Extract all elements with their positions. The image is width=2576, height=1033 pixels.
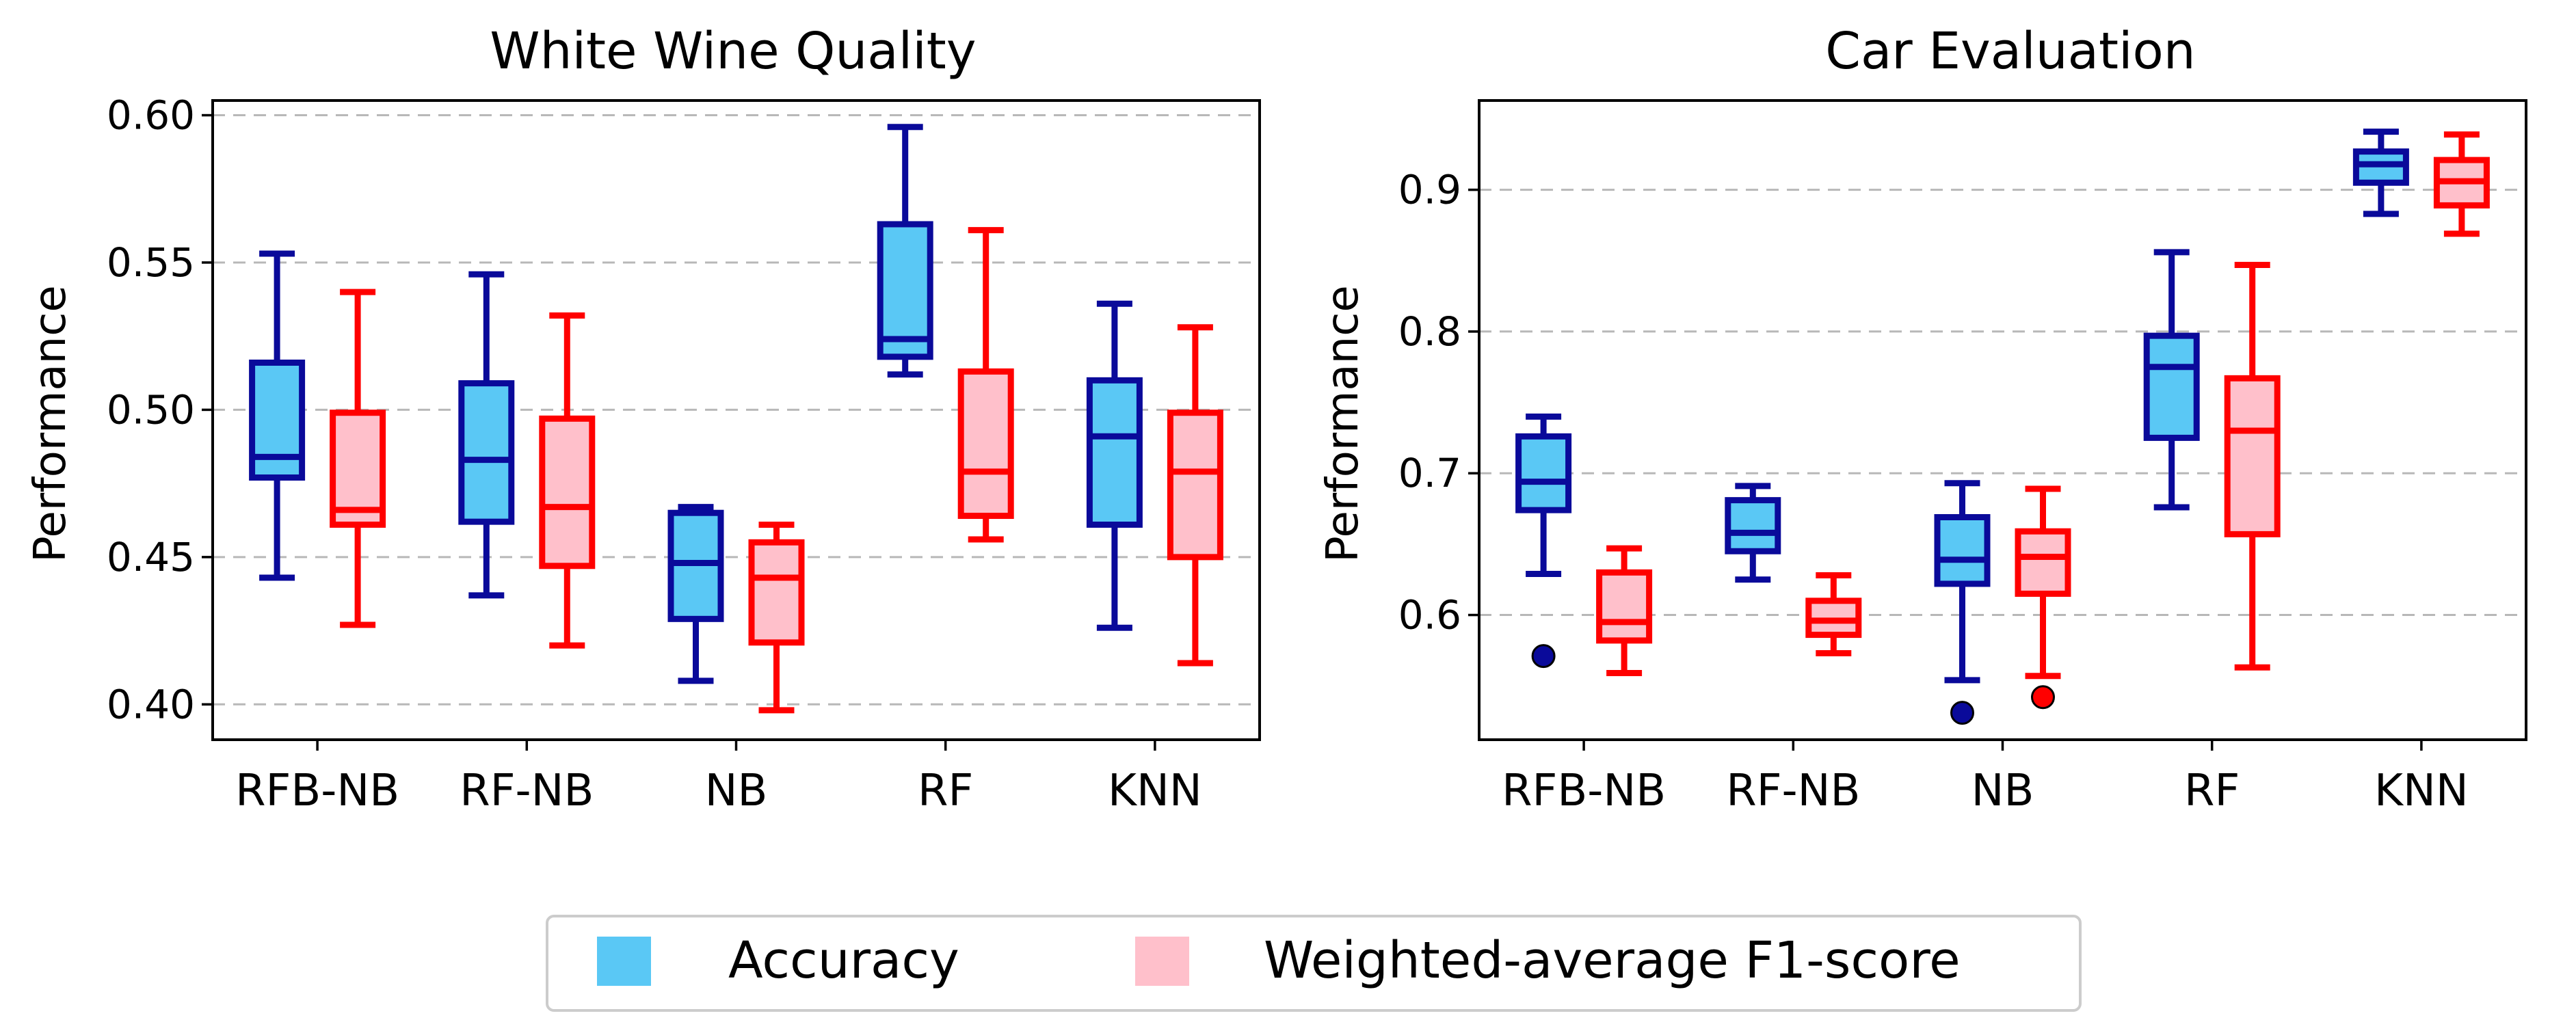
x-tick-label: RFB-NB <box>235 766 399 816</box>
x-tick-label: KNN <box>1108 766 1202 816</box>
chart-panel-car-evaluation: Car Evaluation Performance 0.60.70.80.9 … <box>1318 22 2527 816</box>
box-body <box>877 221 933 360</box>
legend-swatch-accuracy <box>597 937 651 986</box>
box-accuracy <box>1086 300 1143 631</box>
box-body <box>2224 375 2281 537</box>
box-f1 <box>539 312 596 649</box>
y-tick-label: 0.6 <box>1398 592 1461 639</box>
box-body <box>330 410 386 528</box>
box-accuracy <box>1515 413 1572 669</box>
x-tick-label: RF <box>918 766 973 816</box>
box-f1 <box>2433 131 2490 237</box>
box-f1 <box>2224 261 2281 671</box>
outlier-point <box>1531 644 1556 669</box>
legend: Accuracy Weighted-average F1-score <box>546 915 2082 1012</box>
box-body <box>539 415 596 569</box>
box-accuracy <box>249 250 306 581</box>
y-tick-label: 0.7 <box>1398 450 1461 496</box>
y-ticks: 0.40 0.45 0.50 0.55 0.60 <box>107 92 213 727</box>
box-body <box>2015 528 2071 597</box>
chart-title: Car Evaluation <box>1825 22 2195 81</box>
box-accuracy <box>2352 129 2409 217</box>
y-axis-label: Performance <box>25 285 76 563</box>
y-tick-label: 0.60 <box>107 92 195 139</box>
box-marks <box>249 124 1223 714</box>
y-tick-label: 0.40 <box>107 681 195 727</box>
box-accuracy <box>2143 249 2200 511</box>
chart-title: White Wine Quality <box>490 22 976 81</box>
y-ticks: 0.6 0.7 0.8 0.9 <box>1398 167 1479 639</box>
x-tick-label: NB <box>705 766 768 816</box>
legend-label-f1: Weighted-average F1-score <box>1264 931 1961 990</box>
box-accuracy <box>1934 480 1991 725</box>
box-f1 <box>1805 572 1862 657</box>
legend-swatch-f1 <box>1135 937 1189 986</box>
x-tick-label: RFB-NB <box>1502 766 1666 816</box>
plot-frame <box>1478 99 2527 741</box>
x-ticks: RFB-NB RF-NB NB RF KNN <box>235 740 1202 816</box>
box-body <box>1086 377 1143 528</box>
box-f1 <box>330 289 386 628</box>
box-accuracy <box>1725 483 1781 583</box>
chart-panel-white-wine: White Wine Quality Performance 0.400.450… <box>25 22 1261 816</box>
box-accuracy <box>667 504 724 684</box>
outlier-point <box>1950 701 1974 725</box>
y-tick-label: 0.55 <box>107 239 195 286</box>
grid-lines <box>213 114 1260 706</box>
x-tick-label: RF-NB <box>1726 766 1860 816</box>
y-tick-label: 0.45 <box>107 534 195 580</box>
box-accuracy <box>458 271 515 599</box>
x-tick-label: KNN <box>2374 766 2469 816</box>
box-accuracy <box>877 124 933 378</box>
x-tick-label: NB <box>1971 766 2034 816</box>
x-tick-label: RF-NB <box>460 766 594 816</box>
legend-item-f1: Weighted-average F1-score <box>1135 931 1961 990</box>
box-body <box>1515 433 1572 513</box>
legend-item-accuracy: Accuracy <box>597 931 959 990</box>
outlier-point <box>2031 685 2055 710</box>
box-body <box>1596 569 1653 644</box>
box-f1 <box>1167 324 1223 667</box>
legend-label-accuracy: Accuracy <box>728 931 959 990</box>
box-body <box>249 359 306 481</box>
box-body <box>458 380 515 525</box>
box-marks <box>1515 129 2490 725</box>
x-tick-label: RF <box>2184 766 2240 816</box>
box-body <box>1725 497 1781 554</box>
grid-lines <box>1479 189 2526 617</box>
y-tick-label: 0.9 <box>1398 167 1461 213</box>
y-axis-label: Performance <box>1318 285 1368 563</box>
y-tick-label: 0.50 <box>107 386 195 433</box>
legend-frame <box>546 915 2082 1012</box>
box-f1 <box>748 521 805 714</box>
x-ticks: RFB-NB RF-NB NB RF KNN <box>1502 740 2469 816</box>
box-body <box>2143 332 2200 441</box>
box-body <box>957 368 1014 520</box>
y-tick-label: 0.8 <box>1398 308 1461 355</box>
box-f1 <box>2015 485 2071 710</box>
box-body <box>1167 410 1223 561</box>
box-f1 <box>1596 545 1653 677</box>
box-body <box>748 539 805 646</box>
box-body <box>1934 514 1991 587</box>
box-f1 <box>957 227 1014 543</box>
